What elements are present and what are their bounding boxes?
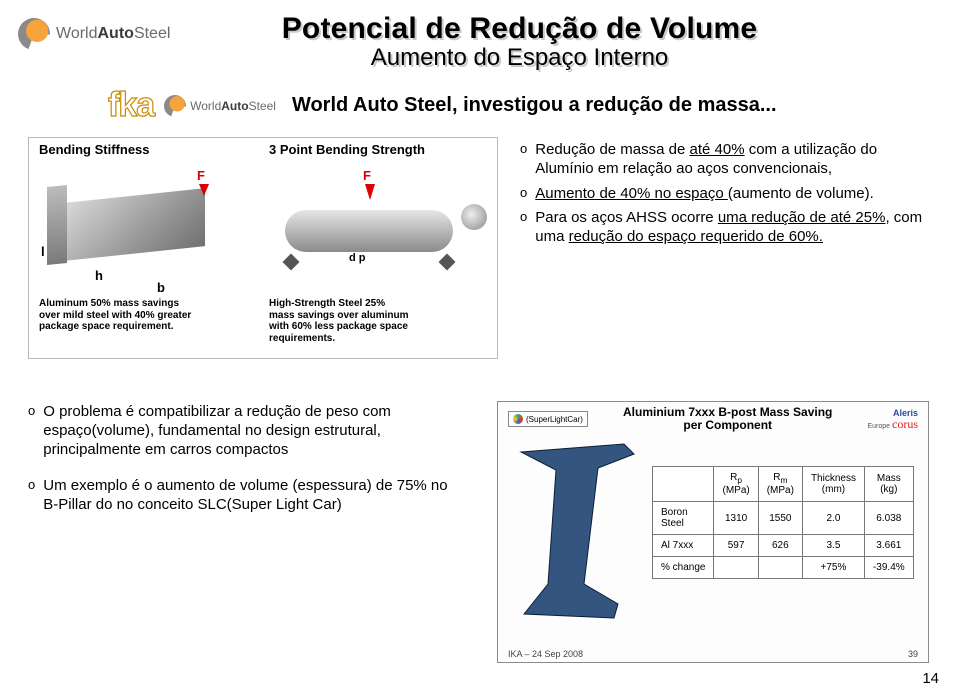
table-header: Thickness(mm): [802, 467, 864, 502]
arrow-f2-icon: [365, 184, 375, 200]
beam-left-face: [47, 185, 67, 265]
list-item: o Para os aços AHSS ocorre uma redução d…: [520, 209, 931, 247]
bullet-text: Redução de massa de até 40% com a utiliz…: [535, 141, 931, 179]
beam-left: [55, 188, 205, 262]
europe-label: Europe corus: [867, 418, 918, 430]
slide-page: WorldAutoSteel Potencial de Redução de V…: [0, 0, 959, 695]
foot-right: 39: [908, 649, 918, 659]
dim-dp: d p: [349, 252, 366, 264]
right-bullets: o Redução de massa de até 40% com a util…: [520, 141, 931, 247]
superlightcar-badge: (SuperLightCar): [508, 411, 588, 427]
table-row: BoronSteel 1310 1550 2.0 6.038: [653, 502, 914, 535]
list-item: o O problema é compatibilizar a redução …: [28, 403, 458, 459]
bullet-mark-icon: o: [28, 403, 35, 459]
table-cell: 626: [758, 535, 802, 557]
tube: [285, 210, 453, 252]
table-cell: Al 7xxx: [653, 535, 714, 557]
figure-footer: IKA – 24 Sep 2008 39: [498, 649, 928, 659]
fig-label-left: Bending Stiffness: [39, 142, 150, 157]
table-cell: 3.5: [802, 535, 864, 557]
table-cell: [758, 557, 802, 579]
bpillar-area: Rp(MPa) Rm(MPa) Thickness(mm) Mass(kg) B…: [498, 432, 928, 642]
table-cell: +75%: [802, 557, 864, 579]
page-title: Potencial de Redução de Volume: [148, 12, 891, 46]
bullet-text: Para os aços AHSS ocorre uma redução de …: [535, 209, 931, 247]
support-left-icon: [283, 254, 300, 271]
table-cell: 2.0: [802, 502, 864, 535]
table-cell: 1310: [714, 502, 758, 535]
sponsor-block: Aleris Europe corus: [867, 409, 918, 430]
table-header: [653, 467, 714, 502]
left-column: Bending Stiffness 3 Point Bending Streng…: [28, 137, 498, 521]
bullet-text: Aumento de 40% no espaço (aumento de vol…: [535, 185, 931, 204]
support-right-icon: [439, 254, 456, 271]
foot-left: IKA – 24 Sep 2008: [508, 649, 583, 659]
arrow-f1-icon: [199, 184, 209, 196]
table-row: Al 7xxx 597 626 3.5 3.661: [653, 535, 914, 557]
subheader-row: fka WorldAutoSteel World Auto Steel, inv…: [108, 86, 931, 125]
list-item: o Redução de massa de até 40% com a util…: [520, 141, 931, 179]
logo-swirl-small-icon: [164, 95, 186, 117]
force-f2: F: [363, 168, 371, 183]
page-number: 14: [922, 670, 939, 687]
fig-caption-left: Aluminum 50% mass savings over mild stee…: [39, 298, 249, 333]
table-cell: 1550: [758, 502, 802, 535]
logo-swirl-icon: [18, 18, 50, 50]
table-row: % change +75% -39.4%: [653, 557, 914, 579]
table-cell: 3.661: [864, 535, 913, 557]
left-bullets: o O problema é compatibilizar a redução …: [28, 403, 458, 515]
bpillar-drawing: [498, 432, 648, 642]
slc-text: (SuperLightCar): [526, 415, 583, 424]
list-item: o Aumento de 40% no espaço (aumento de v…: [520, 185, 931, 204]
table-cell: [714, 557, 758, 579]
list-item: o Um exemplo é o aumento de volume (espe…: [28, 477, 458, 515]
bullet-text: Um exemplo é o aumento de volume (espess…: [43, 477, 458, 515]
table-header: Rp(MPa): [714, 467, 758, 502]
fig-caption-right: High-Strength Steel 25% mass savings ove…: [269, 298, 479, 344]
logo-small-text: WorldAutoSteel: [190, 99, 276, 113]
title-block: Potencial de Redução de Volume Aumento d…: [148, 12, 891, 72]
logo-small: WorldAutoSteel: [164, 95, 276, 117]
bullet-mark-icon: o: [520, 209, 527, 247]
table-cell: BoronSteel: [653, 502, 714, 535]
dim-l: l: [41, 244, 45, 259]
figure-bending: Bending Stiffness 3 Point Bending Streng…: [28, 137, 498, 359]
figure-header: (SuperLightCar) Aluminium 7xxx B-post Ma…: [498, 402, 928, 432]
page-subtitle: Aumento do Espaço Interno: [148, 44, 891, 72]
fig-label-right: 3 Point Bending Strength: [269, 142, 425, 157]
dim-h: h: [95, 268, 103, 283]
mass-table: Rp(MPa) Rm(MPa) Thickness(mm) Mass(kg) B…: [652, 466, 914, 579]
bpillar-svg-icon: [506, 434, 646, 634]
tube-section-icon: [461, 204, 487, 230]
tagline: World Auto Steel, investigou a redução d…: [292, 94, 777, 117]
logo-main: WorldAutoSteel: [18, 18, 170, 50]
bullet-mark-icon: o: [520, 185, 527, 204]
bullet-mark-icon: o: [28, 477, 35, 515]
slc-icon: [513, 414, 523, 424]
table-header: Mass(kg): [864, 467, 913, 502]
figure-bpillar: (SuperLightCar) Aluminium 7xxx B-post Ma…: [497, 401, 929, 663]
bullet-text: O problema é compatibilizar a redução de…: [43, 403, 458, 459]
force-f1: F: [197, 168, 205, 183]
figure-title: Aluminium 7xxx B-post Mass Saving per Co…: [588, 406, 868, 432]
table-cell: -39.4%: [864, 557, 913, 579]
table-cell: 597: [714, 535, 758, 557]
fka-logo: fka: [108, 86, 154, 125]
table-header: Rm(MPa): [758, 467, 802, 502]
corus-logo: corus: [892, 417, 918, 431]
table-cell: % change: [653, 557, 714, 579]
dim-b: b: [157, 280, 165, 295]
mini-table-wrap: Rp(MPa) Rm(MPa) Thickness(mm) Mass(kg) B…: [648, 432, 914, 642]
logo-text: WorldAutoSteel: [56, 25, 170, 43]
bullet-mark-icon: o: [520, 141, 527, 179]
table-row: Rp(MPa) Rm(MPa) Thickness(mm) Mass(kg): [653, 467, 914, 502]
table-cell: 6.038: [864, 502, 913, 535]
